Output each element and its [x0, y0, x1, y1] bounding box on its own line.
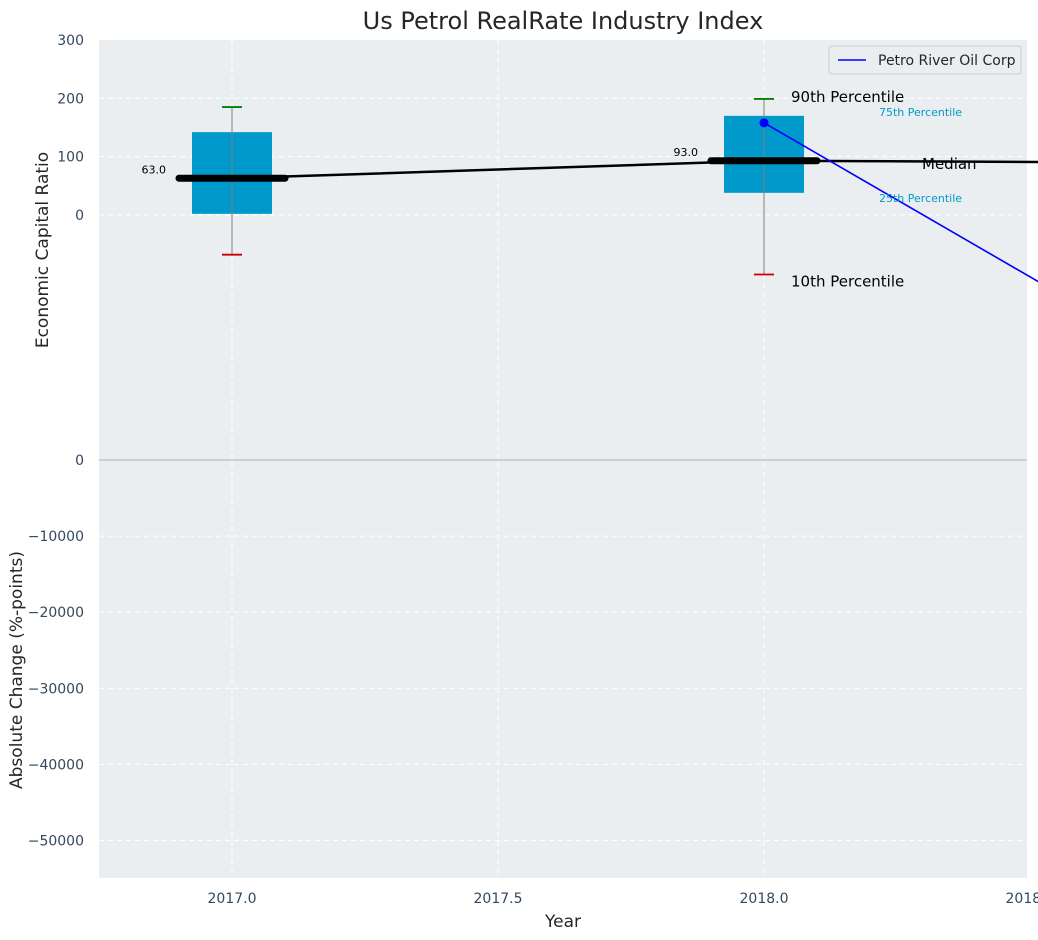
box-plot	[175, 106, 289, 256]
x-tick-label: 2017.0	[208, 891, 257, 907]
bottom-y-tick-label: −30000	[28, 681, 84, 697]
annotation-p25: 25th Percentile	[879, 192, 962, 205]
x-axis-label: Year	[544, 912, 581, 932]
top-y-tick-label: 300	[57, 33, 84, 49]
annotation-median: Median	[922, 155, 977, 173]
legend-box	[828, 45, 1022, 75]
legend: Petro River Oil Corp	[828, 45, 1022, 75]
annotation-p75: 75th Percentile	[879, 106, 962, 119]
bottom-y-tick-label: 0	[75, 453, 84, 469]
annotation-p10: 10th Percentile	[791, 273, 904, 291]
company-series	[759, 118, 1038, 283]
median-value-label: 93.0	[674, 146, 699, 159]
bottom-y-tick-label: −50000	[28, 834, 84, 850]
top-y-tick-label: 0	[75, 208, 84, 224]
x-tick-label: 2017.5	[474, 891, 523, 907]
top-y-axis-label: Economic Capital Ratio	[33, 152, 53, 348]
company-point	[759, 118, 769, 128]
box-plots	[175, 98, 1038, 276]
top-y-tick-label: 200	[57, 91, 84, 107]
legend-label: Petro River Oil Corp	[878, 53, 1016, 69]
bottom-y-tick-label: −40000	[28, 757, 84, 773]
bottom-y-tick-label: −20000	[28, 605, 84, 621]
x-tick-label: 2018.5	[1006, 891, 1038, 907]
annotation-p90: 90th Percentile	[791, 88, 904, 106]
company-line	[763, 122, 1038, 283]
text-layer: 2016.52017.02017.52018.02018.52019.02019…	[28, 33, 1038, 907]
bottom-y-axis-label: Absolute Change (%-points)	[7, 551, 27, 789]
x-tick-label: 2018.0	[740, 891, 789, 907]
chart-title: Us Petrol RealRate Industry Index	[363, 7, 764, 35]
median-trend-line	[231, 159, 1038, 180]
median-value-label: 63.0	[142, 163, 167, 176]
top-y-tick-label: 100	[57, 150, 84, 166]
bottom-y-tick-label: −10000	[28, 529, 84, 545]
